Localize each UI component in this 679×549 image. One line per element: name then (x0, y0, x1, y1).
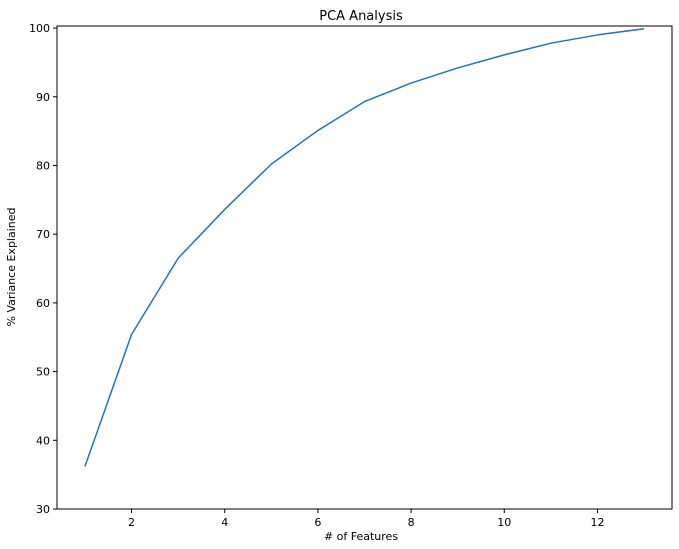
x-tick-label: 4 (221, 516, 228, 529)
plot-area-frame (56, 25, 673, 510)
y-tick-label: 90 (36, 91, 50, 104)
series-line (84, 28, 645, 467)
x-axis-label: # of Features (324, 530, 398, 543)
x-tick-label: 8 (408, 516, 415, 529)
x-tick-label: 12 (590, 516, 604, 529)
series-layer (84, 28, 645, 467)
x-axis-ticks: 2 4 6 8 10 12 (128, 509, 604, 529)
x-tick-label: 10 (497, 516, 511, 529)
y-tick-label: 80 (36, 159, 50, 172)
y-tick-label: 50 (36, 366, 50, 379)
x-tick-label: 2 (128, 516, 135, 529)
x-tick-label: 6 (314, 516, 321, 529)
y-axis-ticks: 30 40 50 60 70 80 90 100 (29, 22, 57, 516)
y-tick-label: 40 (36, 434, 50, 447)
chart-title: PCA Analysis (319, 9, 403, 24)
y-axis-label: % Variance Explained (5, 208, 18, 327)
y-tick-label: 30 (36, 503, 50, 516)
y-tick-label: 60 (36, 297, 50, 310)
y-tick-label: 70 (36, 228, 50, 241)
y-tick-label: 100 (29, 22, 50, 35)
